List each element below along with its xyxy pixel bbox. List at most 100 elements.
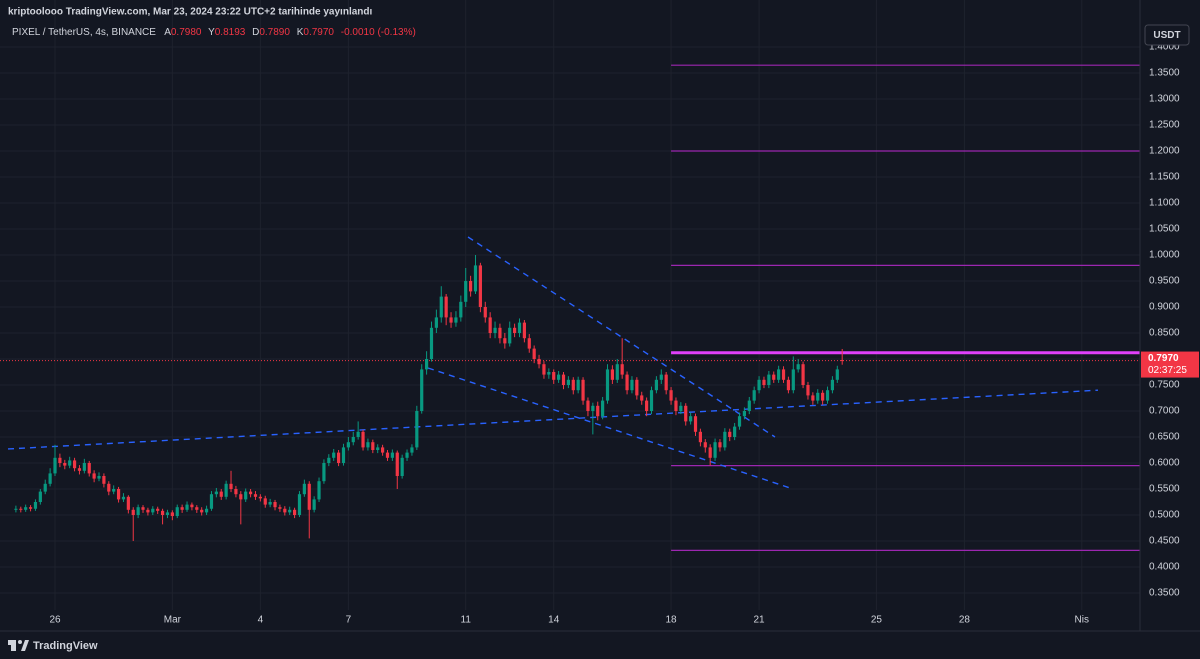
candle-body xyxy=(796,364,800,370)
candle-body xyxy=(610,369,614,380)
candle-body xyxy=(498,327,502,339)
candle-body xyxy=(713,442,717,458)
candle-body xyxy=(58,457,62,463)
y-tick-label: 1.4000 xyxy=(1149,42,1180,53)
candle-body xyxy=(28,507,33,509)
candle-body xyxy=(723,431,727,448)
candle-body xyxy=(821,392,825,401)
x-tick-label: Mar xyxy=(164,615,182,626)
candle-body xyxy=(449,317,453,323)
candle-body xyxy=(273,501,277,508)
candle-body xyxy=(830,379,835,391)
y-tick-label: 0.3500 xyxy=(1149,588,1180,599)
candle-body xyxy=(376,447,380,451)
y-tick-label: 1.2500 xyxy=(1149,120,1180,131)
x-tick-label: Nis xyxy=(1075,615,1089,626)
candle-body xyxy=(762,379,766,386)
candle-body xyxy=(405,452,409,458)
candle-body xyxy=(151,508,155,513)
candle-body xyxy=(786,379,791,391)
candle-body xyxy=(464,281,468,302)
candle-body xyxy=(170,512,174,517)
candle-body xyxy=(649,390,654,412)
candle-body xyxy=(87,463,91,474)
currency-box[interactable] xyxy=(1144,24,1190,46)
candle-body xyxy=(483,307,487,318)
candle-body xyxy=(390,452,394,458)
y-tick-label: 0.9500 xyxy=(1149,276,1180,287)
candle-body xyxy=(420,369,424,412)
brand[interactable]: TradingView xyxy=(33,640,98,652)
ohlc-label: A xyxy=(164,27,171,38)
candle-body xyxy=(728,431,732,438)
y-tick-label: 0.8500 xyxy=(1149,328,1180,339)
candle-body xyxy=(283,508,287,513)
candle-body xyxy=(209,494,214,509)
candle-body xyxy=(557,374,561,380)
candle-body xyxy=(146,509,150,513)
candle-body xyxy=(757,379,761,391)
candle-body xyxy=(478,265,482,308)
y-tick-label: 0.7000 xyxy=(1149,406,1180,417)
x-tick-label: 4 xyxy=(258,615,264,626)
candle-body xyxy=(116,488,121,500)
candle-body xyxy=(664,374,668,391)
y-tick-label: 1.2000 xyxy=(1149,146,1180,157)
y-tick-label: 0.4500 xyxy=(1149,536,1180,547)
candle-body xyxy=(591,405,595,412)
candle-body xyxy=(302,483,306,495)
candle-body xyxy=(24,507,28,510)
candle-body xyxy=(835,369,839,380)
candle-body xyxy=(620,364,624,375)
candle-body xyxy=(693,416,698,432)
logo-shape xyxy=(21,640,29,651)
candle-body xyxy=(684,405,688,422)
y-tick-label: 0.4000 xyxy=(1149,562,1180,573)
y-tick-label: 0.6000 xyxy=(1149,458,1180,469)
candle-body xyxy=(679,405,683,412)
candle-body xyxy=(654,379,658,391)
candle-body xyxy=(92,473,96,479)
candle-body xyxy=(53,457,57,474)
symbol-header: PIXEL / TetherUS, 4s, BINANCE A0.7980 Y0… xyxy=(12,27,416,38)
x-tick-label: 14 xyxy=(548,615,560,626)
candle-body xyxy=(165,512,170,515)
candle-body xyxy=(542,364,546,375)
x-tick-label: 18 xyxy=(666,615,678,626)
candle-body xyxy=(126,496,130,510)
candle-body xyxy=(332,452,336,458)
candle-body xyxy=(669,390,673,401)
candle-body xyxy=(605,369,610,401)
candle-body xyxy=(268,501,272,505)
candle-body xyxy=(82,463,86,471)
candle-body xyxy=(185,504,189,510)
candle-body xyxy=(385,452,390,458)
candle-body xyxy=(566,379,570,386)
candle-body xyxy=(415,411,419,448)
candle-body xyxy=(571,379,575,391)
candle-body xyxy=(97,475,101,479)
candle-body xyxy=(72,460,77,469)
x-tick-label: 26 xyxy=(49,615,61,626)
candle-body xyxy=(488,317,492,334)
candle-body xyxy=(33,501,38,509)
axes: 0.3500 0.4000 0.4500 0.5000 0.5500 0.6000 0.65… xyxy=(49,42,1199,626)
candle-body xyxy=(400,457,404,476)
candle-body xyxy=(737,416,742,427)
candle-body xyxy=(635,379,639,396)
candle-body xyxy=(239,494,243,500)
change: -0.0010 (-0.13%) xyxy=(341,27,416,38)
candle-body xyxy=(156,508,160,511)
candle-body xyxy=(219,491,223,497)
candle-body xyxy=(747,400,751,412)
candle-body xyxy=(175,507,179,517)
currency[interactable]: USDT xyxy=(1153,30,1180,41)
candle-body xyxy=(596,405,600,417)
candle-body xyxy=(38,491,42,502)
candle-body xyxy=(454,317,458,323)
candle-body xyxy=(424,359,429,370)
candle-body xyxy=(840,360,844,362)
candles xyxy=(14,255,844,541)
candle-body xyxy=(160,510,165,515)
brand-logo[interactable] xyxy=(8,640,29,651)
